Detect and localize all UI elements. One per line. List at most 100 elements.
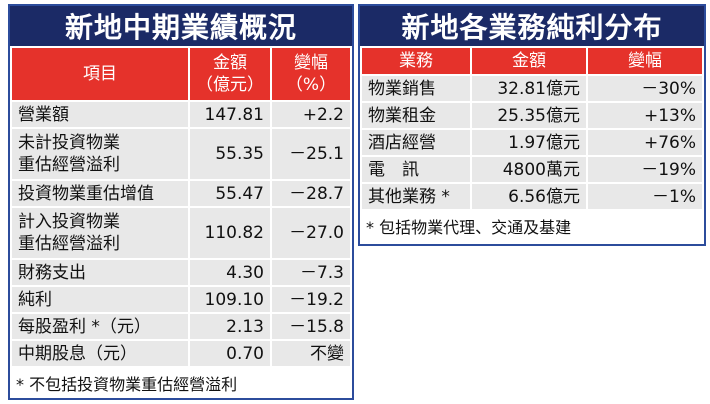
row-label: 物業銷售 [362,76,470,101]
row-value: 6.56億元 [472,184,586,209]
header-cell: 變幅 [588,48,702,74]
row-value: －19% [588,157,702,182]
row-label: 未計投資物業 重估經營溢利 [12,129,188,179]
value-text: 4.30 [226,262,264,283]
row-value: －19.2 [272,287,350,312]
label-text: 物業租金 [368,105,436,126]
value-text: 25.35億元 [497,105,580,126]
row-value: －27.0 [272,208,350,258]
label-text: 其他業務 * [368,186,450,207]
row-value: －1% [588,184,702,209]
label-text: 投資物業重估增值 [18,183,154,204]
label-text: 每股盈利 *（元） [18,316,151,337]
value-text: 不變 [310,343,344,364]
value-text: －19% [641,159,696,180]
footnote-text: * 包括物業代理、交通及基建 [366,218,572,237]
row-label: 電 訊 [362,157,470,182]
row-value: －15.8 [272,314,350,339]
row-label: 財務支出 [12,260,188,285]
row-value: 1.97億元 [472,130,586,155]
header-text: 項目 [83,64,117,84]
row-value: 110.82 [190,208,270,258]
header-cell: 金額 [472,48,586,74]
header-text: 變幅 [294,53,328,73]
header-cell: 項目 [12,48,188,100]
row-label: 營業額 [12,102,188,127]
label-text: 純利 [18,289,52,310]
value-text: 6.56億元 [508,186,580,207]
row-value: 32.81億元 [472,76,586,101]
row-value: 55.35 [190,129,270,179]
row-label: 投資物業重估增值 [12,181,188,206]
header-text: 金額 [512,51,546,71]
row-label: 每股盈利 *（元） [12,314,188,339]
label-text: 營業額 [18,104,69,125]
panel-title: 新地各業務純利分布 [360,6,704,46]
row-value: +13% [588,103,702,128]
row-label: 其他業務 * [362,184,470,209]
row-value: －25.1 [272,129,350,179]
value-text: 0.70 [226,343,264,364]
value-text: 32.81億元 [497,78,580,99]
row-value: +2.2 [272,102,350,127]
value-text: 1.97億元 [508,132,580,153]
row-value: 不變 [272,341,350,366]
label-text: 物業銷售 [368,78,436,99]
label-text: 重估經營溢利 [18,234,120,254]
row-value: 0.70 [190,341,270,366]
value-text: －7.3 [299,262,344,283]
panel-title: 新地中期業績概況 [10,6,352,46]
value-text: 55.35 [215,144,264,164]
header-text: （%） [285,75,337,95]
row-value: 25.35億元 [472,103,586,128]
footnote: * 不包括投資物業重估經營溢利 [16,371,237,395]
right-panel: 新地各業務純利分布 業務 金額 變幅物業銷售 32.81億元 －30% 物業租金 25.35… [358,4,706,246]
value-text: 2.13 [226,316,264,337]
row-value: 4.30 [190,260,270,285]
label-text: 中期股息（元） [18,343,137,364]
value-text: +13% [643,105,696,126]
value-text: +2.2 [302,104,344,125]
footnote-text: * 不包括投資物業重估經營溢利 [16,375,238,394]
row-label: 中期股息（元） [12,341,188,366]
value-text: －15.8 [289,316,344,337]
header-cell: 業務 [362,48,470,74]
row-value: －7.3 [272,260,350,285]
row-value: +76% [588,130,702,155]
row-value: 147.81 [190,102,270,127]
left-panel: 新地中期業績概況 項目 金額 （億元） 變幅 （%） 營業額 147.81 +2.2 未計投資物… [8,4,354,400]
value-text: －28.7 [289,183,344,204]
row-value: 4800萬元 [472,157,586,182]
row-value: 109.10 [190,287,270,312]
row-value: －30% [588,76,702,101]
label-text: 重估經營溢利 [18,155,120,175]
label-text: 未計投資物業 [18,133,120,153]
label-text: 財務支出 [18,262,86,283]
label-text: 計入投資物業 [18,212,120,232]
value-text: 147.81 [204,104,264,125]
row-label: 物業租金 [362,103,470,128]
value-text: 55.47 [215,183,264,204]
label-text: 電 訊 [368,159,419,180]
footnote: * 包括物業代理、交通及基建 [366,214,571,238]
value-text: －25.1 [289,144,344,164]
header-text: （億元） [196,75,264,95]
value-text: 109.10 [204,289,264,310]
row-value: 55.47 [190,181,270,206]
row-value: 2.13 [190,314,270,339]
row-label: 計入投資物業 重估經營溢利 [12,208,188,258]
row-value: －28.7 [272,181,350,206]
value-text: －30% [641,78,696,99]
row-label: 酒店經營 [362,130,470,155]
header-text: 業務 [399,51,433,71]
value-text: －19.2 [289,289,344,310]
value-text: 110.82 [204,223,264,243]
header-text: 金額 [213,53,247,73]
value-text: －1% [652,186,696,207]
value-text: +76% [643,132,696,153]
header-cell: 變幅 （%） [272,48,350,100]
row-label: 純利 [12,287,188,312]
value-text: －27.0 [289,223,344,243]
header-cell: 金額 （億元） [190,48,270,100]
